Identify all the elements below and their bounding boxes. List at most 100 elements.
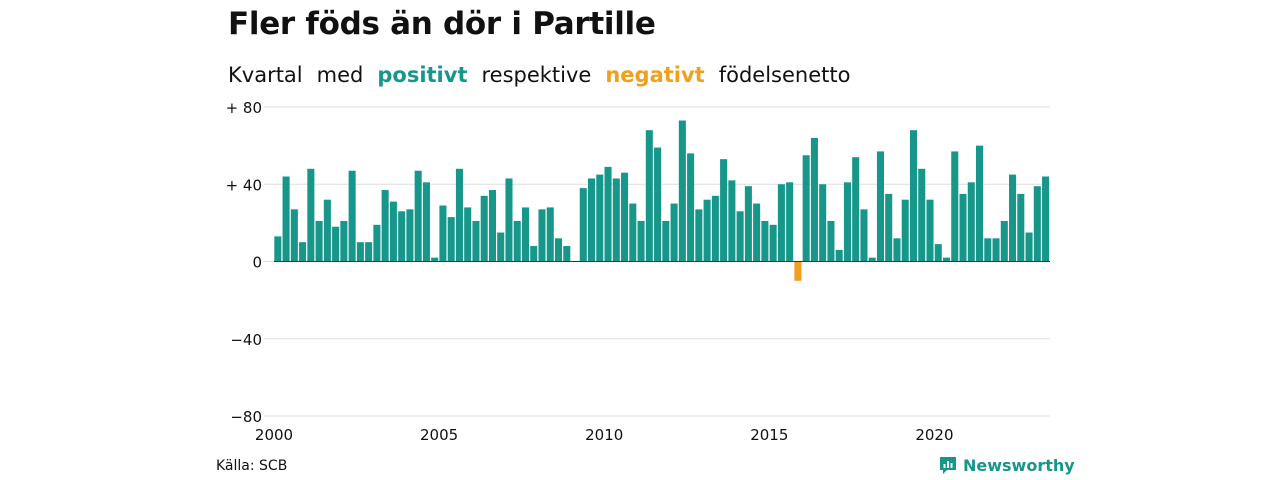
bar bbox=[299, 242, 307, 262]
bar bbox=[942, 257, 951, 262]
bar bbox=[843, 182, 851, 262]
bar bbox=[909, 130, 918, 262]
bar bbox=[554, 238, 563, 262]
y-tick-label: −40 bbox=[230, 331, 262, 349]
bar bbox=[992, 238, 1000, 262]
bar bbox=[588, 178, 596, 262]
bar bbox=[1042, 176, 1050, 262]
bar bbox=[422, 182, 430, 262]
bar bbox=[654, 147, 662, 262]
bar bbox=[934, 244, 942, 262]
bar bbox=[323, 199, 331, 262]
bar bbox=[513, 220, 521, 262]
bar bbox=[414, 170, 422, 262]
bar bbox=[703, 199, 711, 262]
bar bbox=[373, 224, 381, 262]
bar bbox=[563, 246, 571, 262]
bar bbox=[926, 199, 934, 262]
bar bbox=[720, 159, 728, 262]
bar bbox=[1017, 193, 1025, 262]
bar bbox=[761, 220, 769, 262]
bar bbox=[687, 153, 695, 262]
bar bbox=[868, 257, 876, 262]
bar bbox=[802, 155, 810, 262]
bar bbox=[406, 209, 414, 262]
bar bbox=[736, 211, 744, 262]
bar bbox=[307, 168, 315, 262]
bar bbox=[596, 174, 604, 262]
bar bbox=[389, 201, 397, 262]
newsworthy-logo-icon bbox=[940, 457, 956, 474]
x-tick-label: 2005 bbox=[420, 426, 458, 444]
subtitle-positive-label: positivt bbox=[377, 63, 468, 87]
bar bbox=[827, 220, 835, 262]
bar bbox=[753, 203, 761, 262]
bar bbox=[769, 224, 777, 262]
bar bbox=[356, 242, 364, 262]
bar bbox=[480, 195, 488, 262]
bar bbox=[744, 186, 752, 262]
bar bbox=[967, 182, 975, 262]
bar bbox=[662, 220, 670, 262]
bar bbox=[728, 180, 736, 262]
bar bbox=[521, 207, 530, 262]
bar bbox=[951, 151, 959, 262]
x-tick-label: 2015 bbox=[750, 426, 788, 444]
bar bbox=[282, 176, 290, 262]
chart-subtitle: Kvartal med positivt respektive negativt föde… bbox=[228, 63, 864, 87]
bar bbox=[530, 246, 538, 262]
bar bbox=[976, 145, 984, 262]
subtitle-word: med bbox=[316, 63, 364, 87]
bar bbox=[455, 168, 463, 262]
bar bbox=[629, 203, 637, 262]
bar bbox=[472, 220, 480, 262]
y-tick-label: + 80 bbox=[226, 99, 262, 117]
bar bbox=[315, 220, 323, 262]
bar bbox=[621, 172, 629, 262]
bar bbox=[538, 209, 546, 262]
bar bbox=[381, 190, 389, 262]
subtitle-word: Kvartal bbox=[228, 63, 303, 87]
bar bbox=[695, 209, 703, 262]
bar bbox=[431, 257, 439, 262]
bar bbox=[365, 242, 373, 262]
bar bbox=[777, 184, 785, 262]
bar bbox=[918, 168, 926, 262]
bar bbox=[546, 207, 554, 262]
x-tick-label: 2020 bbox=[915, 426, 953, 444]
bar bbox=[885, 193, 893, 262]
bar bbox=[398, 211, 406, 262]
bar bbox=[670, 203, 678, 262]
chart-title: Fler föds än dör i Partille bbox=[228, 6, 656, 42]
bar bbox=[893, 238, 901, 262]
bar bbox=[852, 157, 860, 262]
bar bbox=[711, 195, 719, 262]
brand-name: Newsworthy bbox=[963, 455, 1075, 475]
y-tick-label: 0 bbox=[252, 254, 262, 272]
bar bbox=[984, 238, 992, 262]
y-tick-label: −80 bbox=[230, 408, 262, 426]
bar bbox=[290, 209, 298, 262]
bar bbox=[1009, 174, 1017, 262]
source-note: Källa: SCB bbox=[216, 458, 288, 474]
bar bbox=[505, 178, 513, 262]
x-tick-label: 2000 bbox=[255, 426, 293, 444]
bar bbox=[332, 226, 340, 262]
brand-logo: Newsworthy bbox=[938, 455, 1075, 475]
bar bbox=[645, 130, 653, 262]
bar bbox=[348, 170, 356, 262]
bar bbox=[1033, 186, 1041, 262]
bar bbox=[447, 217, 455, 262]
bar bbox=[579, 188, 587, 262]
bar bbox=[497, 232, 505, 262]
bar bbox=[1000, 220, 1008, 262]
bar bbox=[637, 220, 645, 262]
bar bbox=[612, 178, 620, 262]
bar bbox=[810, 137, 818, 262]
bar bbox=[794, 261, 802, 281]
bar bbox=[604, 166, 612, 262]
bar bbox=[819, 184, 827, 262]
bar bbox=[274, 236, 282, 262]
subtitle-negative-label: negativt bbox=[605, 63, 705, 87]
